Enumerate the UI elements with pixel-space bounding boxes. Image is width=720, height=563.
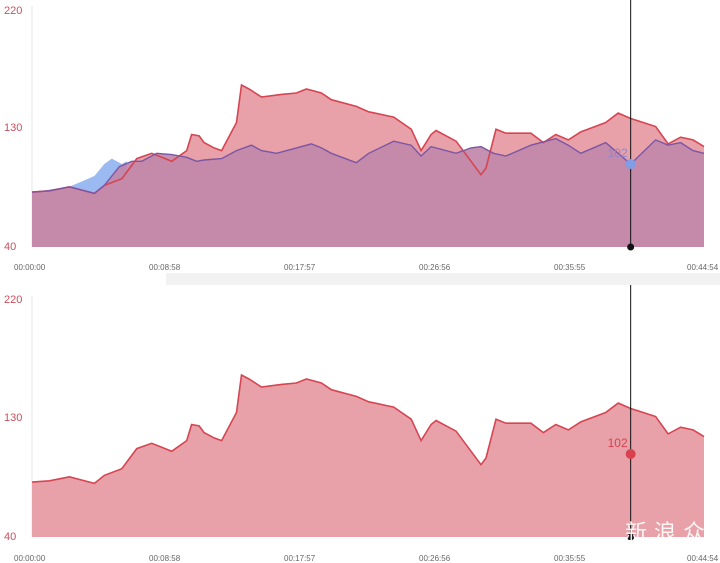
top-series-2-area bbox=[32, 138, 704, 247]
bottom-xtick-label: 00:35:55 bbox=[554, 554, 586, 563]
top-chart: 220 130 40 102 00:00:00 00:08:58 00:17:5… bbox=[4, 0, 719, 272]
top-series-2-line bbox=[31, 137, 705, 195]
top-xtick-label: 00:00:00 bbox=[14, 263, 46, 272]
bottom-cursor-marker bbox=[625, 448, 636, 459]
chart-divider bbox=[166, 273, 720, 285]
bottom-chart: 220 130 40 102 00:00:00 00:08:58 00:17:5… bbox=[4, 285, 719, 563]
top-cursor-marker bbox=[625, 158, 636, 169]
top-ytick-label: 130 bbox=[4, 122, 22, 134]
top-series-1-line bbox=[31, 83, 705, 195]
bottom-series-line bbox=[31, 373, 705, 485]
top-xtick-label: 00:26:56 bbox=[419, 263, 451, 272]
bottom-ytick-label: 40 bbox=[4, 531, 16, 543]
bottom-ytick-label: 220 bbox=[4, 294, 22, 306]
bottom-xtick-label: 00:17:57 bbox=[284, 554, 316, 563]
top-cursor-value: 102 bbox=[608, 146, 628, 160]
bottom-xtick-label: 00:44:54 bbox=[687, 554, 719, 563]
top-xtick-label: 00:08:58 bbox=[149, 263, 181, 272]
top-xtick-label: 00:35:55 bbox=[554, 263, 586, 272]
top-ytick-label: 40 bbox=[4, 241, 16, 253]
top-cursor-bottom-dot bbox=[627, 243, 635, 251]
bottom-cursor-value: 102 bbox=[608, 436, 628, 450]
bottom-xtick-label: 00:26:56 bbox=[419, 554, 451, 563]
bottom-cursor-bottom-dot bbox=[627, 533, 635, 541]
top-xtick-label: 00:44:54 bbox=[687, 263, 719, 272]
bottom-series-area bbox=[32, 375, 704, 537]
bottom-xtick-label: 00:08:58 bbox=[149, 554, 181, 563]
bottom-xtick-label: 00:00:00 bbox=[14, 554, 46, 563]
watermark: 新 浪 众测 bbox=[625, 521, 720, 546]
bottom-ytick-label: 130 bbox=[4, 412, 22, 424]
top-ytick-label: 220 bbox=[4, 5, 22, 17]
top-xtick-label: 00:17:57 bbox=[284, 263, 316, 272]
